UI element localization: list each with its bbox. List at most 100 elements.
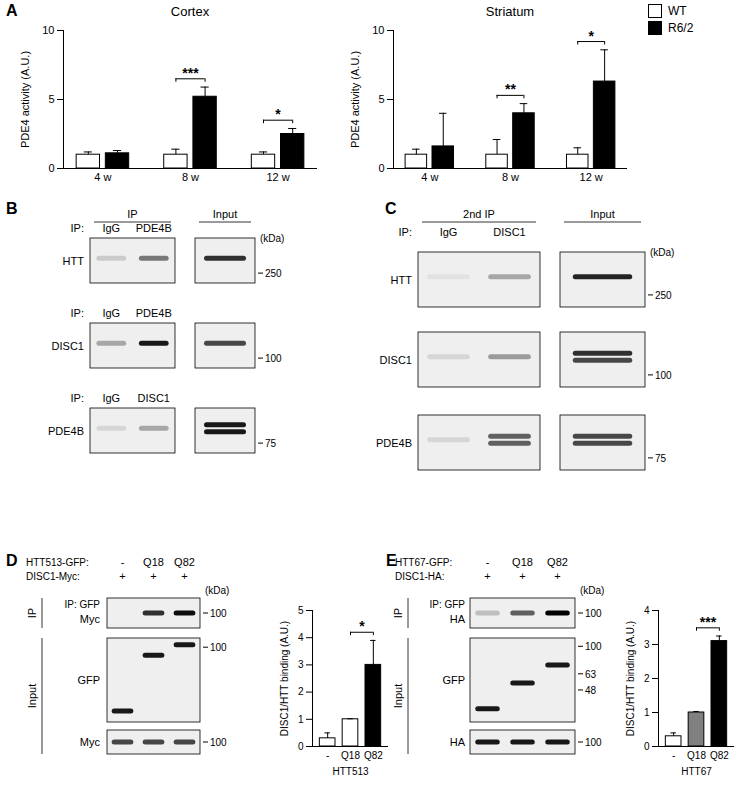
svg-text:IP:: IP: <box>71 222 84 234</box>
svg-text:-: - <box>486 556 490 568</box>
svg-text:2: 2 <box>298 686 304 697</box>
svg-text:63: 63 <box>585 669 597 680</box>
svg-text:*: * <box>588 28 594 44</box>
svg-text:-: - <box>121 556 125 568</box>
svg-text:Q82: Q82 <box>174 556 195 568</box>
svg-text:-: - <box>326 750 329 761</box>
svg-text:+: + <box>150 570 156 582</box>
svg-text:+: + <box>181 570 187 582</box>
svg-text:DISC1: DISC1 <box>380 354 412 366</box>
svg-text:A: A <box>6 2 18 19</box>
svg-text:IP: GFP: IP: GFP <box>64 599 100 610</box>
svg-text:IP:: IP: <box>399 226 412 238</box>
svg-text:3: 3 <box>298 659 304 670</box>
svg-text:2nd IP: 2nd IP <box>463 208 495 220</box>
svg-text:*: * <box>275 106 281 122</box>
svg-text:IgG: IgG <box>102 307 120 319</box>
svg-text:0: 0 <box>298 741 304 752</box>
svg-text:C: C <box>385 200 397 217</box>
svg-text:PDE4 activity (A.U.): PDE4 activity (A.U.) <box>19 51 31 148</box>
svg-text:8 w: 8 w <box>502 171 519 183</box>
svg-text:HTT67-GFP:: HTT67-GFP: <box>395 557 452 568</box>
svg-text:250: 250 <box>655 290 672 301</box>
svg-text:Q18: Q18 <box>143 556 164 568</box>
svg-text:-: - <box>672 750 675 761</box>
svg-text:100: 100 <box>210 608 227 619</box>
svg-text:Input: Input <box>213 208 237 220</box>
svg-text:PDE4B: PDE4B <box>136 307 172 319</box>
svg-text:DISC1: DISC1 <box>493 226 525 238</box>
svg-text:4: 4 <box>644 605 650 616</box>
svg-text:IP:: IP: <box>71 307 84 319</box>
svg-text:Q82: Q82 <box>364 750 383 761</box>
svg-text:5: 5 <box>298 605 304 616</box>
svg-text:+: + <box>119 570 125 582</box>
svg-text:Q18: Q18 <box>512 556 533 568</box>
svg-text:Input: Input <box>26 684 38 708</box>
svg-text:(kDa): (kDa) <box>260 233 284 244</box>
svg-text:(kDa): (kDa) <box>650 247 674 258</box>
svg-text:(kDa): (kDa) <box>205 585 229 596</box>
svg-text:DISC1/HTT binding (A.U.): DISC1/HTT binding (A.U.) <box>625 621 636 736</box>
svg-text:Q18: Q18 <box>687 750 706 761</box>
svg-text:+: + <box>484 570 490 582</box>
svg-text:Q82: Q82 <box>547 556 568 568</box>
svg-text:12 w: 12 w <box>266 171 289 183</box>
svg-text:100: 100 <box>585 608 602 619</box>
svg-text:Input: Input <box>392 684 404 708</box>
svg-text:DISC1/HTT binding (A.U.): DISC1/HTT binding (A.U.) <box>279 621 290 736</box>
svg-text:48: 48 <box>585 685 597 696</box>
svg-text:DISC1-HA:: DISC1-HA: <box>395 571 444 582</box>
svg-text:IgG: IgG <box>102 222 120 234</box>
svg-text:75: 75 <box>655 453 667 464</box>
svg-text:PDE4 activity (A.U.): PDE4 activity (A.U.) <box>349 51 361 148</box>
svg-text:DISC1: DISC1 <box>138 392 170 404</box>
svg-text:75: 75 <box>265 438 277 449</box>
svg-text:10: 10 <box>372 24 384 36</box>
svg-text:+: + <box>554 570 560 582</box>
svg-text:250: 250 <box>265 268 282 279</box>
svg-text:**: ** <box>505 81 516 97</box>
svg-text:HTT513-GFP:: HTT513-GFP: <box>26 557 89 568</box>
svg-text:HA: HA <box>450 736 466 748</box>
svg-text:DISC1: DISC1 <box>52 340 84 352</box>
svg-text:1: 1 <box>298 714 304 725</box>
svg-text:100: 100 <box>210 642 227 653</box>
svg-text:4: 4 <box>298 632 304 643</box>
svg-text:0: 0 <box>644 741 650 752</box>
svg-text:4 w: 4 w <box>421 171 438 183</box>
svg-text:8 w: 8 w <box>182 171 199 183</box>
svg-text:12 w: 12 w <box>580 171 603 183</box>
svg-text:IP: IP <box>127 208 137 220</box>
svg-text:100: 100 <box>655 370 672 381</box>
svg-text:+: + <box>519 570 525 582</box>
svg-text:Myc: Myc <box>80 736 101 748</box>
svg-text:B: B <box>6 200 18 217</box>
svg-text:IP: GFP: IP: GFP <box>429 599 465 610</box>
svg-text:DISC1-Myc:: DISC1-Myc: <box>26 571 80 582</box>
svg-text:IP: IP <box>26 608 38 618</box>
svg-text:100: 100 <box>585 737 602 748</box>
svg-text:3: 3 <box>644 639 650 650</box>
svg-text:0: 0 <box>378 162 384 174</box>
svg-text:HA: HA <box>450 613 466 625</box>
svg-text:PDE4B: PDE4B <box>376 437 412 449</box>
svg-text:1: 1 <box>644 707 650 718</box>
svg-text:100: 100 <box>265 353 282 364</box>
svg-text:IgG: IgG <box>102 392 120 404</box>
svg-text:HTT: HTT <box>63 255 85 267</box>
svg-text:Q82: Q82 <box>710 750 729 761</box>
svg-text:*: * <box>359 618 365 634</box>
svg-text:5: 5 <box>48 93 54 105</box>
svg-text:Input: Input <box>590 208 614 220</box>
svg-text:Q18: Q18 <box>341 750 360 761</box>
svg-text:IP:: IP: <box>71 392 84 404</box>
svg-text:***: *** <box>182 65 199 81</box>
svg-text:100: 100 <box>210 737 227 748</box>
svg-text:GFP: GFP <box>77 674 100 686</box>
svg-text:HTT513: HTT513 <box>332 766 369 777</box>
svg-text:10: 10 <box>42 24 54 36</box>
svg-text:D: D <box>6 552 18 569</box>
svg-text:***: *** <box>700 614 717 630</box>
svg-text:PDE4B: PDE4B <box>136 222 172 234</box>
